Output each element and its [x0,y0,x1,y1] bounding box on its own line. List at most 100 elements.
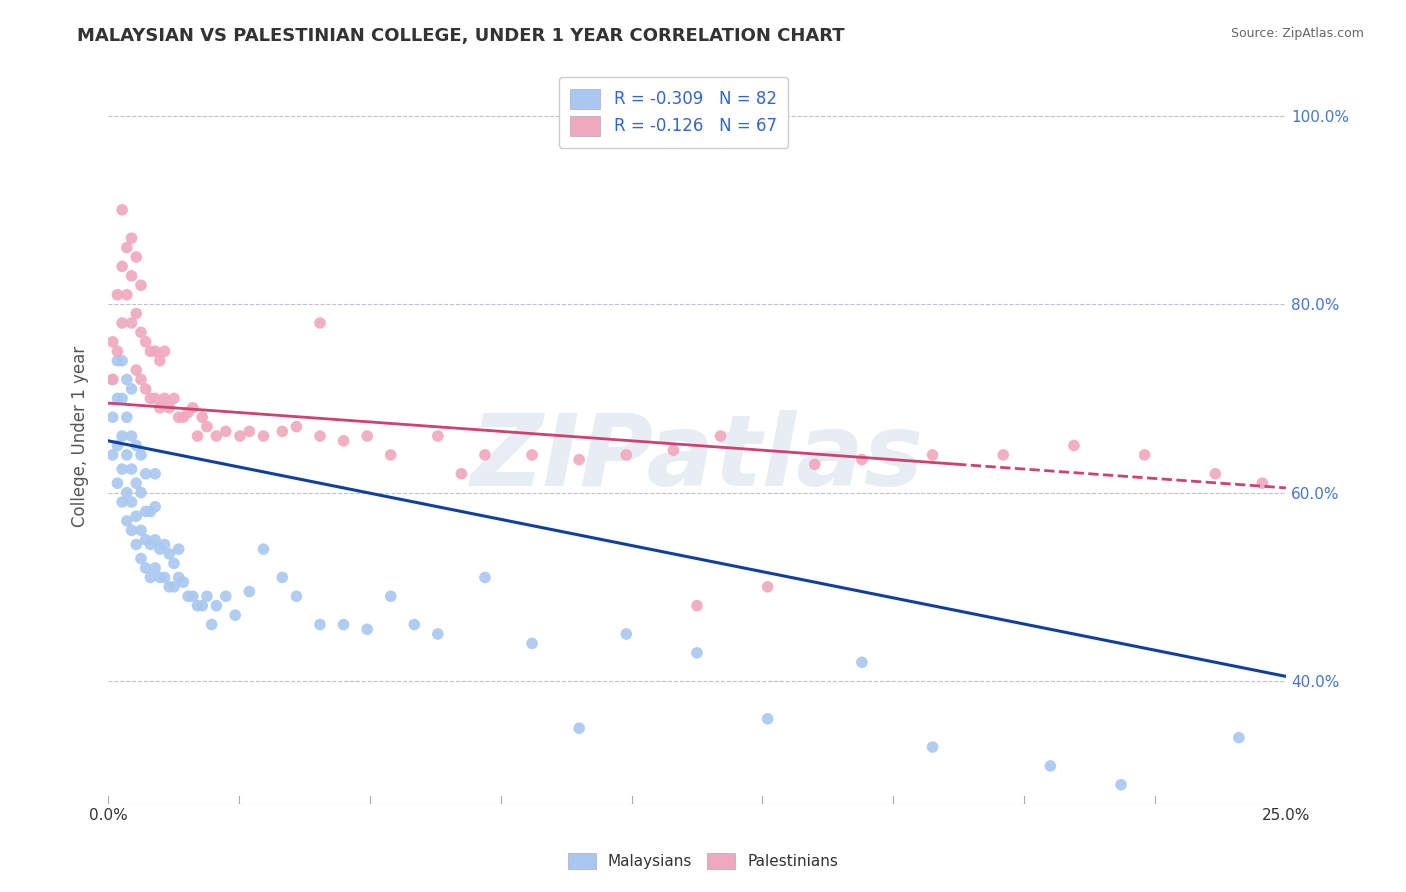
Point [153,392,176,406]
Point [332,617,354,632]
Point [271,425,294,439]
Point [129,326,152,340]
Point [1133,448,1156,462]
Point [129,524,152,538]
Point [285,589,308,603]
Point [107,353,129,368]
Point [1039,759,1062,773]
Point [756,712,779,726]
Point [107,438,129,452]
Point [167,410,190,425]
Point [121,429,143,443]
Point [215,425,238,439]
Point [404,617,426,632]
Point [201,617,224,632]
Point [851,655,873,669]
Point [125,307,148,321]
Point [115,448,138,462]
Point [149,542,172,557]
Point [238,584,260,599]
Point [356,622,378,636]
Point [129,372,152,386]
Point [101,372,124,386]
Point [101,410,124,425]
Point [756,580,779,594]
Point [229,429,252,443]
Point [143,500,166,514]
Point [129,278,152,293]
Point [107,287,129,301]
Point [111,316,134,330]
Text: Source: ZipAtlas.com: Source: ZipAtlas.com [1230,27,1364,40]
Point [614,448,637,462]
Point [111,353,134,368]
Text: MALAYSIAN VS PALESTINIAN COLLEGE, UNDER 1 YEAR CORRELATION CHART: MALAYSIAN VS PALESTINIAN COLLEGE, UNDER … [77,27,845,45]
Point [139,344,162,359]
Point [143,533,166,547]
Point [686,646,709,660]
Point [121,495,143,509]
Point [135,334,157,349]
Point [111,429,134,443]
Point [157,580,180,594]
Point [135,561,157,575]
Point [111,392,134,406]
Point [135,467,157,481]
Point [426,627,449,641]
Point [993,448,1015,462]
Point [139,570,162,584]
Point [129,485,152,500]
Point [309,617,332,632]
Point [686,599,709,613]
Point [662,443,685,458]
Point [121,462,143,476]
Point [380,589,402,603]
Point [135,382,157,396]
Point [125,363,148,377]
Point [309,316,332,330]
Point [107,392,129,406]
Point [107,476,129,491]
Point [921,740,943,755]
Point [121,231,143,245]
Point [224,608,246,623]
Point [153,570,176,584]
Point [157,401,180,415]
Point [426,429,449,443]
Point [191,599,214,613]
Point [238,425,260,439]
Point [143,561,166,575]
Point [129,551,152,566]
Point [149,401,172,415]
Point [195,589,218,603]
Point [1204,467,1226,481]
Point [153,537,176,551]
Point [143,344,166,359]
Point [121,316,143,330]
Point [139,392,162,406]
Point [129,448,152,462]
Point [921,448,943,462]
Point [252,542,274,557]
Point [285,419,308,434]
Point [101,334,124,349]
Point [111,462,134,476]
Point [115,372,138,386]
Y-axis label: College, Under 1 year: College, Under 1 year [72,345,89,526]
Point [380,448,402,462]
Point [172,575,194,590]
Point [143,392,166,406]
Point [125,537,148,551]
Point [309,429,332,443]
Point [135,533,157,547]
Point [1227,731,1250,745]
Point [115,287,138,301]
Point [153,344,176,359]
Point [474,448,496,462]
Point [356,429,378,443]
Point [568,452,591,467]
Legend: Malaysians, Palestinians: Malaysians, Palestinians [562,847,844,875]
Text: ZIPatlas: ZIPatlas [471,409,924,507]
Point [709,429,731,443]
Point [101,448,124,462]
